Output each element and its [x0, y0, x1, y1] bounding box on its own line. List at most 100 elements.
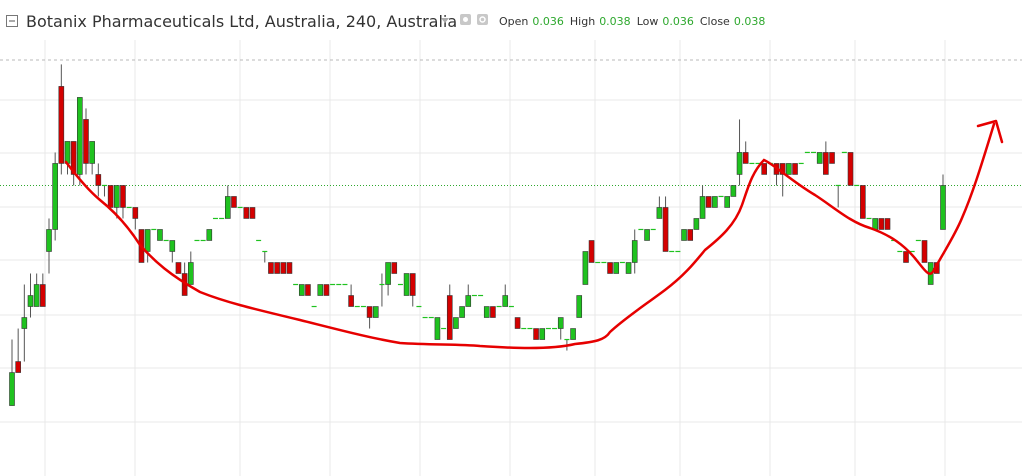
candle-body: [823, 152, 829, 175]
candle-body: [169, 240, 176, 252]
candle-body: [52, 163, 58, 230]
candle-body: [323, 284, 330, 296]
candle-body: [459, 306, 465, 318]
candle-body: [107, 185, 114, 208]
candle-body: [157, 229, 163, 241]
candle-body: [483, 306, 490, 318]
candle-body: [490, 306, 496, 318]
candle-body: [681, 229, 687, 241]
candle-body: [779, 163, 786, 175]
settings-icon[interactable]: [477, 14, 488, 25]
candle-body: [391, 262, 398, 274]
candle-body: [58, 86, 65, 164]
candle-body: [70, 141, 77, 175]
legend-label: Low: [637, 15, 659, 28]
candle-body: [249, 207, 256, 219]
candle-body: [403, 273, 410, 296]
candle-body: [884, 218, 891, 230]
candle-body: [46, 229, 52, 252]
candle-body: [446, 295, 453, 340]
candle-body: [348, 295, 354, 307]
candle-body: [15, 361, 21, 373]
candle-body: [286, 262, 293, 274]
candle-body: [712, 196, 718, 208]
candle-body: [872, 218, 878, 230]
hand-drawn-arrow: [976, 119, 1004, 144]
candles: [9, 64, 946, 406]
candle-body: [268, 262, 274, 274]
candle-body: [243, 207, 250, 219]
candle-body: [705, 196, 712, 208]
settings-icon-gear: [479, 16, 486, 23]
candle-body: [188, 262, 194, 285]
candle-body: [742, 152, 749, 164]
candle-body: [940, 185, 946, 230]
legend-label: High: [570, 15, 595, 28]
candle-body: [95, 174, 102, 186]
candle-body: [656, 207, 663, 219]
candle-body: [502, 295, 509, 307]
candle-body: [206, 229, 213, 241]
ohlc-legend: Open 0.036 High 0.038 Low 0.036 Close 0.038: [499, 15, 765, 28]
candle-body: [274, 262, 280, 274]
candle-body: [40, 284, 46, 307]
candle-body: [847, 152, 854, 186]
candle-body: [662, 207, 669, 252]
candle-body: [366, 306, 373, 318]
candle-body: [64, 141, 71, 164]
chart-title: Botanix Pharmaceuticals Ltd, Australia, …: [26, 12, 457, 31]
candle-body: [385, 262, 391, 285]
candle-body: [27, 295, 34, 307]
candle-body: [631, 240, 638, 263]
candle-body: [33, 284, 40, 307]
candle-body: [792, 163, 798, 175]
candle-body: [224, 196, 231, 219]
candle-body: [305, 284, 311, 296]
candle-body: [625, 262, 632, 274]
legend-label: Close: [700, 15, 730, 28]
legend-value: 0.036: [532, 15, 564, 28]
candle-body: [453, 317, 459, 329]
candle-body: [317, 284, 324, 296]
candle-body: [144, 229, 151, 252]
candle-body: [514, 317, 521, 329]
candle-body: [699, 196, 706, 219]
candle-body: [693, 218, 700, 230]
candle-body: [114, 185, 120, 208]
candle-body: [231, 196, 237, 208]
candle-body: [816, 152, 823, 164]
candle-body: [724, 196, 731, 208]
candle-body: [132, 207, 139, 219]
legend-label: Open: [499, 15, 528, 28]
legend-value: 0.036: [662, 15, 694, 28]
dropdown-arrow[interactable]: [441, 18, 449, 23]
candle-body: [83, 119, 89, 164]
legend-value: 0.038: [734, 15, 766, 28]
header: Botanix Pharmaceuticals Ltd, Australia, …: [0, 0, 1022, 40]
candle-body: [120, 185, 126, 208]
candle-body: [730, 185, 737, 197]
candle-body: [829, 152, 835, 164]
candle-body: [644, 229, 650, 241]
hand-drawn-curve: [64, 122, 996, 350]
legend-value: 0.038: [599, 15, 631, 28]
candle-body: [607, 262, 613, 274]
candle-body: [557, 317, 564, 329]
candle-body: [533, 328, 539, 340]
candle-body: [280, 262, 287, 274]
header-background: [0, 0, 1022, 40]
candle-body: [576, 295, 583, 318]
candle-body: [903, 251, 909, 263]
candle-body: [434, 317, 441, 340]
candle-body: [570, 328, 576, 340]
candle-body: [89, 141, 95, 164]
candle-body: [539, 328, 546, 340]
candle-body: [9, 372, 15, 406]
visibility-icon-eye: [463, 17, 468, 22]
candle-body: [582, 251, 589, 285]
candle-body: [409, 273, 416, 296]
candle-body: [860, 185, 866, 219]
candle-body: [298, 284, 305, 296]
candle-body: [588, 240, 595, 263]
